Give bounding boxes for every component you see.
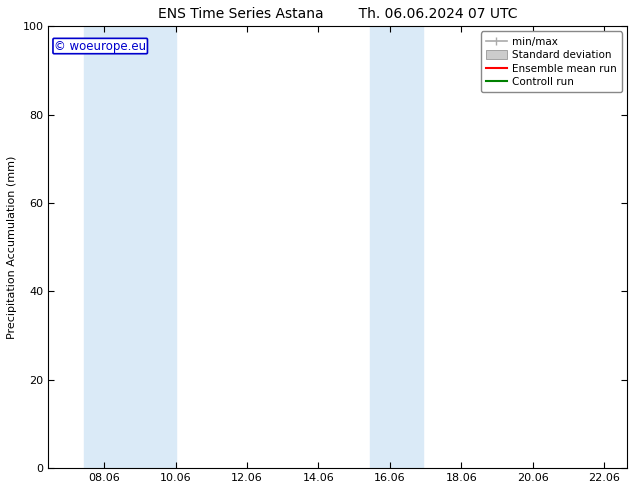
Bar	[370, 26, 424, 468]
Y-axis label: Precipitation Accumulation (mm): Precipitation Accumulation (mm)	[7, 155, 17, 339]
Bar	[84, 26, 176, 468]
Text: © woeurope.eu: © woeurope.eu	[54, 40, 146, 52]
Title: ENS Time Series Astana        Th. 06.06.2024 07 UTC: ENS Time Series Astana Th. 06.06.2024 07…	[158, 7, 517, 21]
Legend: min/max, Standard deviation, Ensemble mean run, Controll run: min/max, Standard deviation, Ensemble me…	[481, 31, 622, 92]
